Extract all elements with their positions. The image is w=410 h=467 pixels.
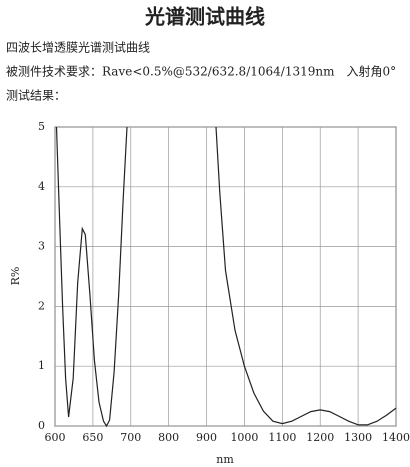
x-tick-label: 800	[158, 431, 179, 444]
x-tick-label: 1400	[382, 431, 410, 444]
x-axis-label: nm	[216, 453, 234, 466]
header-line: 四波长增透膜光谱测试曲线	[6, 40, 150, 55]
page-title: 光谱测试曲线	[144, 5, 265, 29]
header-line: 被测件技术要求：Rave<0.5%@532/632.8/1064/1319nm …	[6, 64, 396, 79]
plot-frame	[54, 126, 397, 427]
x-tick-label: 700	[120, 431, 141, 444]
y-axis-label: R%	[9, 267, 22, 286]
x-tick-label: 1200	[306, 431, 334, 444]
y-tick-label: 2	[38, 299, 45, 312]
x-tick-label: 1300	[344, 431, 372, 444]
y-tick-label: 0	[38, 419, 45, 432]
x-tick-label: 650	[82, 431, 103, 444]
y-tick-label: 5	[38, 120, 45, 133]
y-tick-label: 1	[38, 359, 45, 372]
spectrum-line	[55, 126, 397, 428]
x-tick-label: 900	[196, 431, 217, 444]
x-tick-label: 600	[45, 431, 66, 444]
y-tick-label: 3	[38, 240, 45, 253]
x-tick-label: 1100	[268, 431, 296, 444]
header-line: 测试结果：	[6, 88, 66, 103]
x-tick-label: 1000	[230, 431, 258, 444]
y-tick-label: 4	[38, 180, 45, 193]
